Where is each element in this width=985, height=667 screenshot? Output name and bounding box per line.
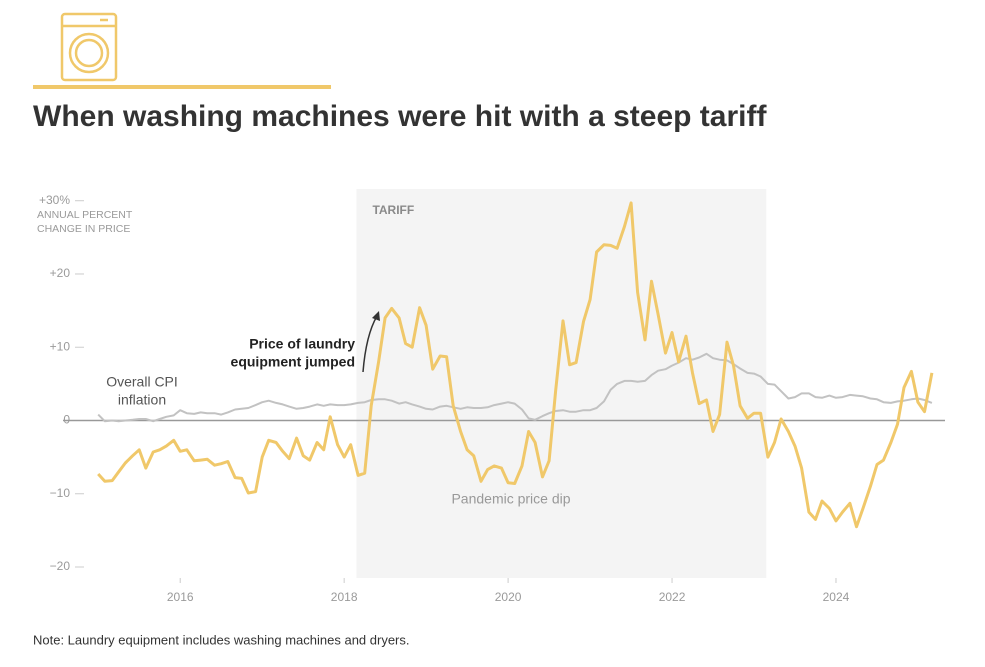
laundry-line (97, 201, 934, 529)
y-tick-label: 0 (63, 413, 70, 427)
y-axis-label: ANNUAL PERCENT (37, 209, 133, 221)
annotation-arrowhead (372, 311, 380, 321)
annotation: Overall CPI (106, 374, 178, 390)
annotation: equipment jumped (231, 354, 355, 370)
x-tick-label: 2016 (167, 590, 194, 604)
cpi-line (97, 352, 933, 423)
annotation: Price of laundry (249, 336, 355, 352)
tariff-band (356, 189, 767, 578)
x-tick-label: 2022 (659, 590, 686, 604)
y-tick-label: +30% (39, 193, 70, 207)
x-tick-label: 2018 (331, 590, 358, 604)
x-tick-label: 2024 (823, 590, 850, 604)
y-tick-label: +20 (50, 266, 71, 280)
annotation: Pandemic price dip (451, 491, 570, 507)
plot: TARIFF +30% +20 +10 0 −10 −20 ANNUAL PERCENT CHA… (37, 189, 945, 604)
annotation: inflation (118, 392, 166, 408)
annotation-arrow (362, 315, 378, 373)
y-axis-label: CHANGE IN PRICE (37, 223, 130, 235)
y-tick-label: −20 (50, 559, 71, 573)
x-tick-label: 2020 (495, 590, 522, 604)
note: Note: Laundry equipment includes washing… (33, 632, 410, 647)
title: When washing machines were hit with a st… (33, 100, 767, 133)
washer-icon (60, 12, 118, 82)
tariff-label: TARIFF (372, 203, 414, 217)
y-tick-label: −10 (50, 486, 71, 500)
y-tick-label: +10 (50, 339, 71, 353)
